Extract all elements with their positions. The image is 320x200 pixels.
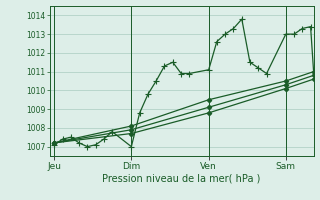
- X-axis label: Pression niveau de la mer( hPa ): Pression niveau de la mer( hPa ): [102, 173, 261, 183]
